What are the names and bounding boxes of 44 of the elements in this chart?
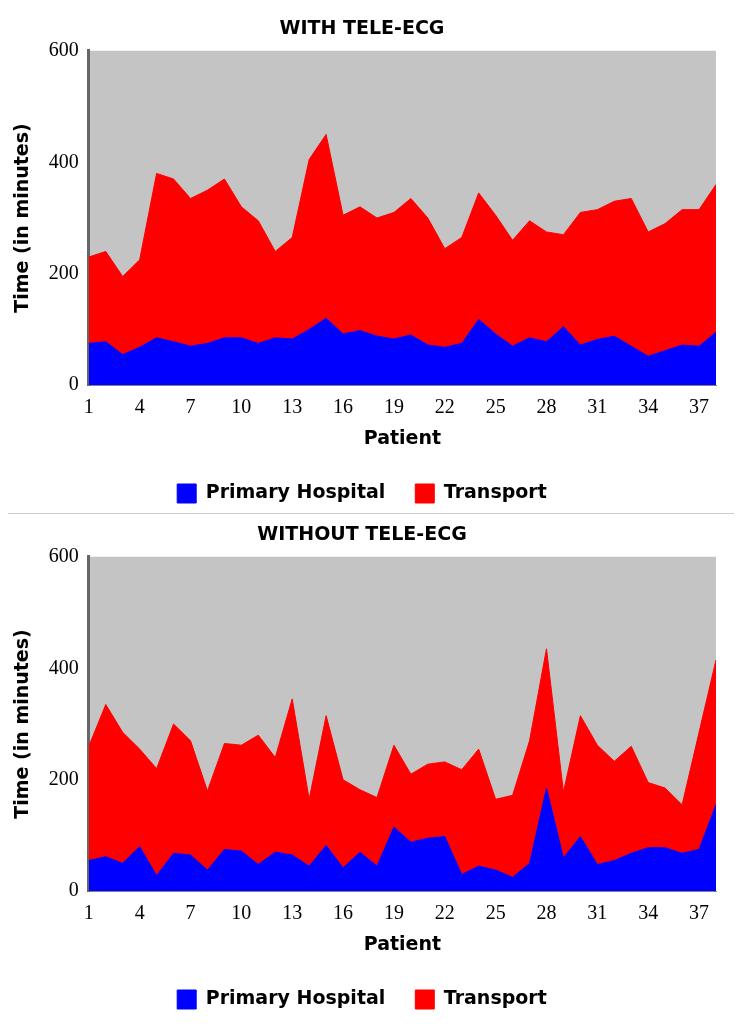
chart-title: WITHOUT TELE-ECG bbox=[257, 522, 467, 545]
x-axis-title: Patient bbox=[363, 425, 442, 448]
x-tick-label: 22 bbox=[434, 395, 455, 418]
x-tick-label: 25 bbox=[485, 901, 506, 924]
x-tick-label: 16 bbox=[333, 901, 354, 924]
x-tick-label: 7 bbox=[185, 901, 196, 924]
y-tick-label: 0 bbox=[68, 372, 79, 395]
x-tick-label: 10 bbox=[231, 901, 252, 924]
y-tick-label: 200 bbox=[48, 260, 79, 283]
y-axis-title: Time (in minutes) bbox=[10, 629, 33, 819]
x-tick-label: 4 bbox=[134, 395, 145, 418]
x-tick-label: 1 bbox=[83, 901, 94, 924]
legend-label: Primary Hospital bbox=[205, 480, 386, 503]
x-tick-label: 1 bbox=[83, 395, 94, 418]
x-axis-title: Patient bbox=[363, 931, 442, 954]
x-tick-label: 25 bbox=[485, 395, 506, 418]
x-tick-label: 4 bbox=[134, 901, 145, 924]
x-tick-label: 16 bbox=[333, 395, 354, 418]
y-axis-title: Time (in minutes) bbox=[10, 123, 33, 313]
x-tick-label: 28 bbox=[536, 901, 557, 924]
x-tick-label: 31 bbox=[587, 395, 608, 418]
y-tick-label: 400 bbox=[48, 655, 79, 678]
y-tick-label: 400 bbox=[48, 149, 79, 172]
x-tick-label: 31 bbox=[587, 901, 608, 924]
y-tick-label: 600 bbox=[48, 38, 79, 61]
x-tick-label: 37 bbox=[689, 395, 710, 418]
chart-title: WITH TELE-ECG bbox=[279, 16, 445, 39]
x-tick-label: 13 bbox=[282, 395, 303, 418]
legend-label: Transport bbox=[443, 480, 547, 503]
x-tick-label: 22 bbox=[434, 901, 455, 924]
legend-label: Primary Hospital bbox=[205, 986, 386, 1009]
y-tick-label: 600 bbox=[48, 544, 79, 567]
x-tick-label: 34 bbox=[638, 395, 659, 418]
y-tick-label: 0 bbox=[68, 878, 79, 901]
x-tick-label: 34 bbox=[638, 901, 659, 924]
x-tick-label: 37 bbox=[689, 901, 710, 924]
x-tick-label: 7 bbox=[185, 395, 196, 418]
y-tick-label: 200 bbox=[48, 766, 79, 789]
x-tick-label: 19 bbox=[383, 901, 404, 924]
x-tick-label: 10 bbox=[231, 395, 252, 418]
x-tick-label: 28 bbox=[536, 395, 557, 418]
x-tick-label: 13 bbox=[282, 901, 303, 924]
legend-label: Transport bbox=[443, 986, 547, 1009]
x-tick-label: 19 bbox=[383, 395, 404, 418]
